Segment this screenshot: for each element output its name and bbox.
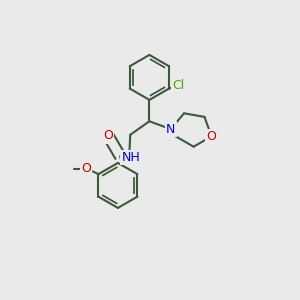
Text: O: O [207,130,217,143]
Text: Cl: Cl [172,79,184,92]
Text: NH: NH [121,151,140,164]
Text: O: O [81,162,91,175]
Text: O: O [103,129,113,142]
Text: N: N [166,123,176,136]
